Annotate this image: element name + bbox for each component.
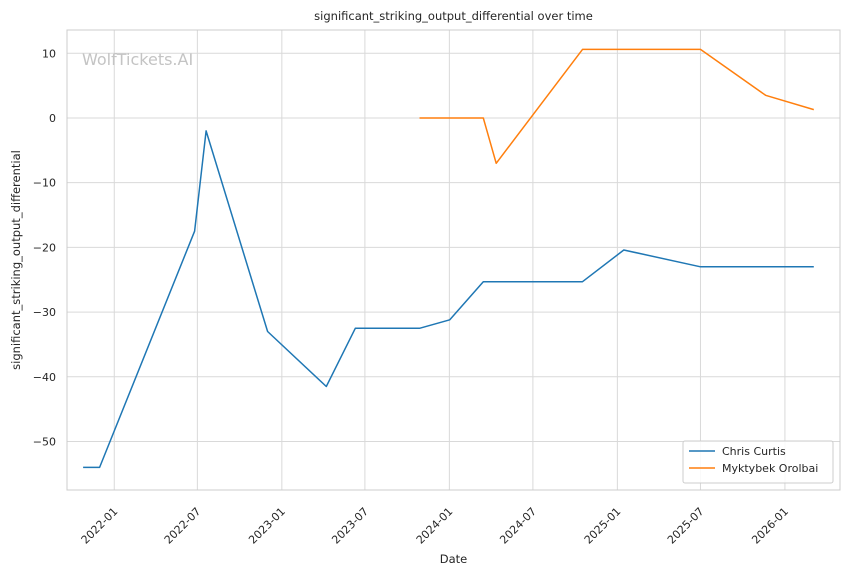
x-tick-label: 2024-07 <box>497 505 539 547</box>
plot-area <box>66 29 841 491</box>
x-tick-label: 2025-01 <box>582 505 624 547</box>
x-tick-label: 2023-01 <box>246 505 288 547</box>
y-tick-label: −40 <box>33 371 56 384</box>
y-tick-label: 10 <box>42 47 56 60</box>
y-tick-label: −10 <box>33 177 56 190</box>
series-line-1 <box>419 48 815 165</box>
x-tick-label: 2022-07 <box>162 505 204 547</box>
x-tick-label: 2024-01 <box>414 505 456 547</box>
legend-entry-1: Myktybek Orolbai <box>722 462 818 475</box>
y-tick-label: −20 <box>33 241 56 254</box>
x-tick-label: 2023-07 <box>329 505 371 547</box>
x-axis-label: Date <box>440 552 468 566</box>
y-tick-labels: 10 0 −10 −20 −30 −40 −50 <box>33 47 56 448</box>
x-tick-labels: 2022-01 2022-07 2023-01 2023-07 2024-01 2024-… <box>79 505 791 547</box>
y-tick-label: −30 <box>33 306 56 319</box>
chart-title: significant_striking_output_differential… <box>314 9 593 23</box>
legend-entry-0: Chris Curtis <box>722 445 786 458</box>
grid <box>67 30 840 490</box>
y-tick-label: 0 <box>49 112 56 125</box>
series-layer <box>83 48 815 469</box>
watermark: WolfTickets.AI <box>82 50 193 69</box>
x-tick-label: 2022-01 <box>79 505 121 547</box>
legend: Chris Curtis Myktybek Orolbai <box>682 440 834 484</box>
y-tick-label: −50 <box>33 435 56 448</box>
legend-box <box>682 440 834 484</box>
y-axis-label: significant_striking_output_differential <box>9 150 23 370</box>
series-line-0 <box>83 130 814 469</box>
x-tick-label: 2026-01 <box>749 505 791 547</box>
x-tick-label: 2025-07 <box>665 505 707 547</box>
